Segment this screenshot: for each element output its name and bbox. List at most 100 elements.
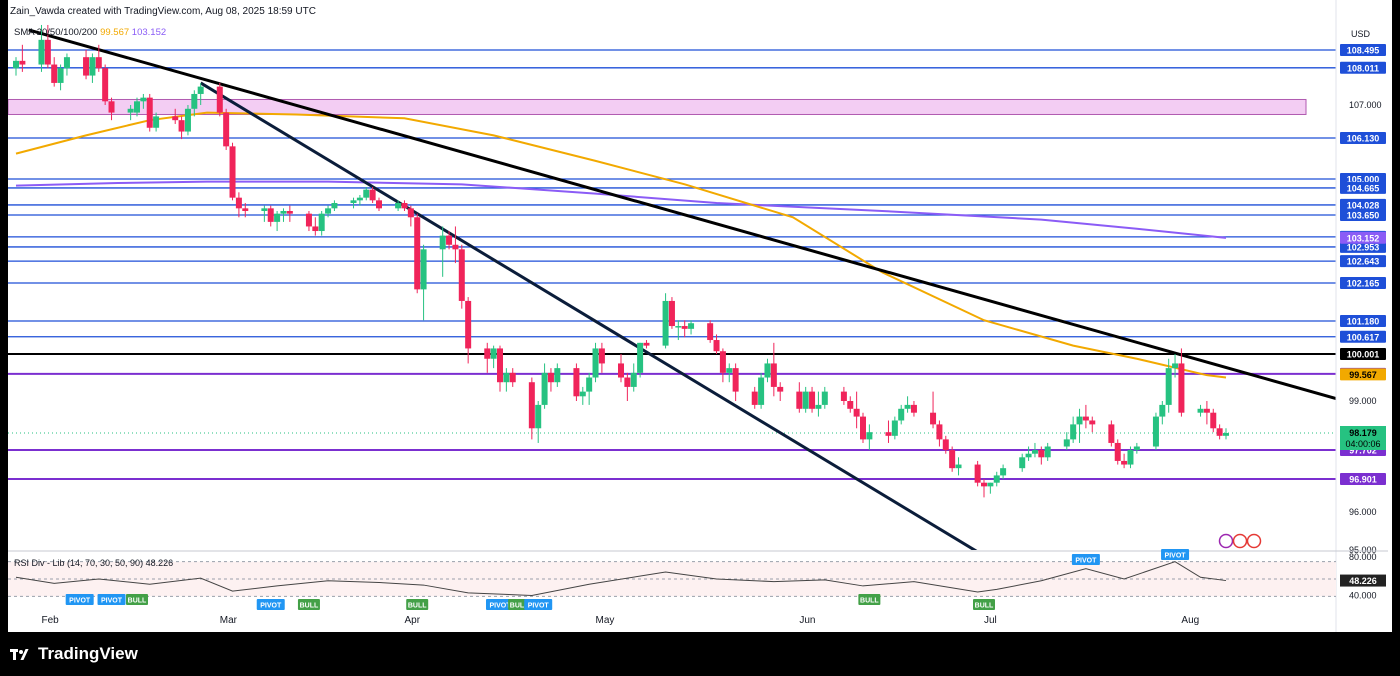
candle-body (305, 213, 312, 227)
candle (681, 320, 688, 338)
candle (1210, 408, 1217, 433)
candle-body (1223, 433, 1229, 436)
candle (229, 142, 236, 201)
tradingview-logo-icon (10, 647, 32, 661)
candle (579, 386, 586, 405)
candle (1121, 453, 1128, 469)
candle (146, 93, 153, 132)
candle-body (1000, 468, 1007, 476)
candle (1172, 354, 1179, 378)
level-label-bg (1340, 198, 1386, 211)
candle-body (1114, 442, 1121, 461)
price-chart[interactable]: USD 107.000 99.000 96.000 95.000 108.495 108.0… (0, 0, 1400, 632)
candle (83, 49, 90, 80)
candle-body (681, 326, 688, 329)
flag-icon (1246, 533, 1262, 549)
candle (930, 391, 937, 429)
sma-legend-value1: 99.567 (100, 27, 132, 38)
candle-body (764, 363, 771, 378)
candle (688, 320, 695, 335)
candle-body (19, 60, 26, 65)
candle (89, 53, 96, 83)
candle-body (146, 97, 153, 128)
candle-body (267, 208, 274, 222)
candle (777, 382, 784, 401)
pivot-marker: PIVOT (97, 594, 126, 605)
currency-label: USD (1351, 29, 1371, 39)
candle (1070, 416, 1077, 443)
candle (261, 205, 268, 222)
candle-body (490, 348, 497, 359)
candle (586, 372, 593, 405)
level-label-bg (1340, 348, 1386, 360)
candle-body (751, 391, 758, 405)
marker-box (1071, 554, 1100, 565)
level-label-bg (1340, 315, 1386, 327)
level-label: 96.901 (1349, 475, 1377, 485)
candle (1165, 358, 1172, 413)
candle (910, 401, 917, 417)
candle-body (815, 404, 822, 409)
candle (452, 226, 459, 264)
candle-body (503, 372, 510, 383)
candle (732, 363, 739, 401)
marker-label: PIVOT (1165, 553, 1187, 560)
candle-body (191, 93, 198, 109)
candle (624, 372, 631, 401)
marker-label: BULL (408, 603, 427, 610)
candle (1044, 442, 1051, 461)
candle (535, 401, 542, 443)
bull-marker: BULL (858, 594, 881, 605)
candle-body (1044, 446, 1051, 458)
candle (140, 93, 147, 109)
sma-legend-name: SMA 20/50/100/200 (14, 27, 100, 38)
candle-body (586, 377, 593, 392)
marker-label: BULL (510, 603, 529, 610)
candle-body (1216, 428, 1223, 436)
candle (981, 479, 987, 498)
candle-body (936, 424, 943, 440)
candle-body (592, 348, 599, 378)
rsi-tick: 40.000 (1349, 590, 1377, 600)
candle-body (325, 208, 332, 214)
candle-body (981, 482, 987, 487)
candle-body (331, 203, 338, 209)
candle (618, 354, 624, 383)
marker-label: PIVOT (260, 603, 282, 610)
candle-body (777, 386, 784, 392)
level-label: 108.495 (1347, 46, 1380, 56)
level-label: 102.165 (1347, 279, 1380, 289)
marker-box (524, 599, 553, 610)
candle (439, 226, 446, 277)
level-label-bg (1340, 44, 1386, 56)
candle-body (898, 408, 905, 421)
candle-body (993, 475, 1000, 483)
marker-box (406, 599, 429, 610)
candle-body (1127, 450, 1134, 465)
candle-body (1197, 408, 1204, 413)
rsi-value-label: 48.226 (1349, 576, 1377, 586)
level-label: 100.617 (1347, 332, 1380, 342)
candle-body (675, 326, 682, 328)
candle-body (853, 408, 860, 417)
candle-body (134, 101, 140, 113)
candle (821, 386, 828, 409)
candle (95, 44, 102, 72)
candle-body (930, 412, 937, 425)
candle-body (458, 249, 465, 301)
candle-body (1063, 439, 1070, 447)
candle-body (1133, 446, 1140, 451)
candle (134, 97, 140, 117)
candle (987, 482, 994, 494)
candle-body (528, 382, 535, 429)
candle-body (1159, 404, 1166, 417)
candle (993, 471, 1000, 487)
candle (1197, 404, 1204, 417)
tradingview-logo[interactable]: TradingView (10, 644, 138, 664)
candle-body (910, 404, 917, 413)
candle (280, 208, 287, 222)
level-label-bg (1340, 240, 1386, 253)
rsi-legend: RSI Div - Lib (14, 70, 30, 50, 90) 48.22… (14, 558, 173, 568)
candle (376, 197, 382, 211)
month-label: May (596, 615, 615, 626)
